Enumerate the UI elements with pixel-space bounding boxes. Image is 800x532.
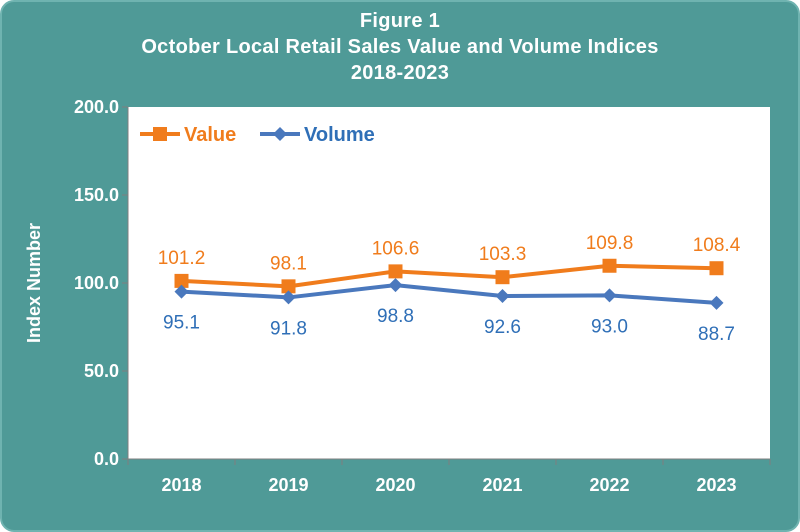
chart-title: Figure 1 <box>359 10 441 32</box>
value-point-2019 <box>281 279 296 294</box>
value-legend-marker <box>153 127 167 141</box>
volume-data-label-2022: 93.0 <box>591 316 628 337</box>
volume-data-label-2021: 92.6 <box>484 317 521 338</box>
value-data-label-2018: 101.2 <box>158 248 206 269</box>
value-data-label-2020: 106.6 <box>372 238 420 259</box>
y-tick-label: 0.0 <box>94 449 119 469</box>
value-point-2021 <box>495 270 510 285</box>
value-point-2018 <box>174 273 189 288</box>
x-tick-label-2022: 2022 <box>589 475 629 495</box>
volume-point-2021 <box>495 289 510 304</box>
y-tick-label: 100.0 <box>74 273 119 293</box>
volume-point-2019 <box>281 290 296 305</box>
x-tick-label-2019: 2019 <box>268 475 308 495</box>
value-data-label-2021: 103.3 <box>479 244 527 265</box>
y-axis-title: Index Number <box>24 223 44 343</box>
volume-point-2018 <box>174 284 189 299</box>
volume-legend-label: Volume <box>304 124 375 146</box>
chart-title-block: Figure 1 October Local Retail Sales Valu… <box>0 8 800 86</box>
volume-legend-marker <box>273 127 287 141</box>
value-data-label-2019: 98.1 <box>270 253 307 274</box>
volume-data-label-2018: 95.1 <box>163 313 200 334</box>
volume-series-line <box>179 283 719 305</box>
value-point-2023 <box>709 261 724 276</box>
value-point-2022 <box>602 258 617 273</box>
y-tick-label: 200.0 <box>74 97 119 117</box>
chart-subtitle: October Local Retail Sales Value and Vol… <box>141 36 659 58</box>
volume-point-2023 <box>709 295 724 310</box>
x-tick-label-2018: 2018 <box>161 475 201 495</box>
x-tick-label-2023: 2023 <box>696 475 736 495</box>
volume-point-2022 <box>602 288 617 303</box>
value-data-label-2022: 109.8 <box>586 233 634 254</box>
chart-period: 2018-2023 <box>350 62 450 84</box>
value-legend-label: Value <box>184 124 236 146</box>
y-tick-label: 150.0 <box>74 185 119 205</box>
value-series-line <box>179 263 719 289</box>
value-point-2020 <box>388 264 403 279</box>
value-data-label-2023: 108.4 <box>693 235 741 256</box>
volume-data-label-2019: 91.8 <box>270 318 307 339</box>
x-tick-label-2020: 2020 <box>375 475 415 495</box>
volume-data-label-2023: 88.7 <box>698 324 735 345</box>
x-tick-label-2021: 2021 <box>482 475 522 495</box>
volume-data-label-2020: 98.8 <box>377 306 414 327</box>
y-tick-label: 50.0 <box>84 361 119 381</box>
volume-point-2020 <box>388 278 403 293</box>
